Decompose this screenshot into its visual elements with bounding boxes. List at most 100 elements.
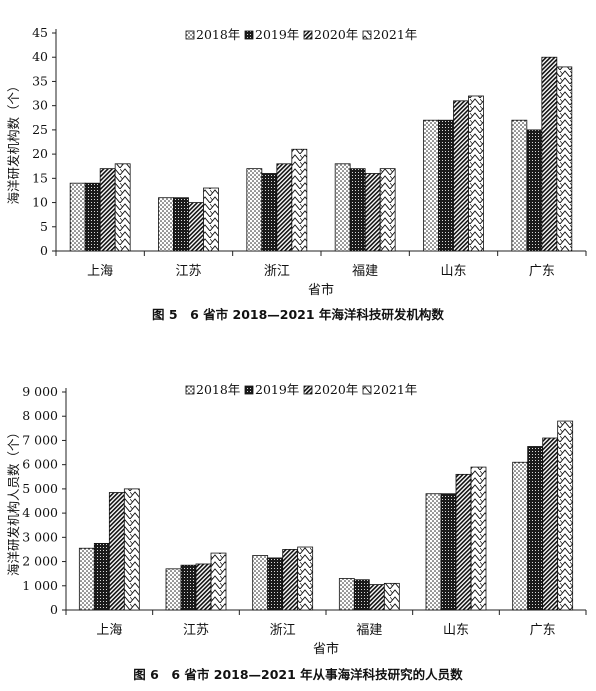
legend-swatch bbox=[185, 385, 195, 395]
x-axis-label: 省市 bbox=[308, 282, 334, 298]
bar bbox=[338, 578, 355, 611]
y-tick-label: 8 000 bbox=[22, 408, 58, 423]
bar bbox=[99, 168, 116, 252]
y-tick-label: 25 bbox=[32, 122, 48, 137]
y-tick-label: 7 000 bbox=[22, 432, 58, 447]
bar bbox=[261, 173, 278, 252]
bar bbox=[423, 119, 439, 252]
bar bbox=[440, 493, 457, 611]
figure-6-caption: 图 6 6 省市 2018—2021 年从事海洋科技研究的人员数 bbox=[133, 667, 463, 682]
bar bbox=[541, 56, 558, 252]
bar bbox=[425, 493, 442, 611]
bar bbox=[557, 420, 574, 611]
bar bbox=[468, 95, 484, 252]
x-tick-label: 浙江 bbox=[270, 623, 296, 638]
legend-swatch bbox=[303, 385, 313, 395]
x-tick-label: 浙江 bbox=[264, 264, 290, 279]
bar bbox=[108, 492, 125, 611]
y-tick-label: 6 000 bbox=[22, 457, 58, 472]
bar bbox=[527, 446, 544, 611]
bar bbox=[470, 466, 487, 611]
bar bbox=[165, 568, 182, 611]
figure-5: 0 5 10 15 20 25 30 35 40 45 上海 江苏 浙江 福建 山东 广东 省市 海洋研发机构数（… bbox=[0, 0, 596, 340]
legend-swatch bbox=[244, 30, 254, 40]
bar bbox=[114, 163, 131, 252]
y-tick-label: 5 000 bbox=[22, 481, 58, 496]
y-axis-label: 海洋研发机构人员数（个） bbox=[6, 426, 21, 576]
bar bbox=[379, 168, 396, 252]
y-tick-label: 45 bbox=[32, 25, 48, 40]
y-tick-label: 0 bbox=[50, 602, 58, 617]
x-tick-label: 山东 bbox=[443, 623, 469, 638]
bar bbox=[511, 119, 528, 252]
x-tick-label: 山东 bbox=[440, 264, 466, 279]
bar bbox=[438, 119, 454, 252]
bar bbox=[173, 197, 189, 252]
x-tick-label: 福建 bbox=[356, 623, 382, 638]
legend-label: 2020年 bbox=[314, 382, 358, 397]
bar bbox=[368, 584, 385, 611]
x-tick-label: 上海 bbox=[87, 264, 113, 279]
bar bbox=[542, 437, 559, 611]
chart-6-svg: 0 1 000 2 000 3 000 4 000 5 000 6 000 7 000 8 00… bbox=[6, 382, 587, 657]
x-tick-label: 江苏 bbox=[183, 622, 209, 638]
bar bbox=[267, 557, 284, 611]
y-tick-label: 35 bbox=[32, 73, 48, 88]
legend: 2018年 2019年 2020年 2021年 bbox=[185, 382, 417, 397]
bar bbox=[203, 187, 219, 252]
bar bbox=[512, 461, 529, 611]
bar bbox=[180, 564, 197, 611]
bar bbox=[364, 173, 381, 252]
bar bbox=[282, 549, 299, 611]
y-tick-label: 3 000 bbox=[22, 529, 58, 544]
y-tick-label: 5 bbox=[40, 219, 48, 234]
x-tick-label: 福建 bbox=[352, 264, 378, 279]
bar bbox=[276, 163, 293, 252]
bar bbox=[526, 129, 543, 252]
legend-label: 2021年 bbox=[373, 382, 417, 397]
y-tick-label: 9 000 bbox=[22, 384, 58, 399]
y-tick-label: 10 bbox=[32, 195, 48, 210]
x-tick-label: 广东 bbox=[530, 623, 556, 638]
legend-swatch bbox=[303, 30, 313, 40]
y-tick-label: 1 000 bbox=[22, 578, 58, 593]
bar bbox=[291, 148, 308, 252]
legend-swatch bbox=[362, 30, 372, 40]
x-tick-label: 江苏 bbox=[175, 263, 201, 279]
bar bbox=[383, 582, 400, 611]
legend-label: 2019年 bbox=[255, 27, 299, 42]
bar bbox=[252, 555, 269, 611]
y-tick-label: 0 bbox=[40, 243, 48, 258]
legend-label: 2020年 bbox=[314, 27, 358, 42]
bar bbox=[246, 168, 263, 252]
bar bbox=[334, 163, 351, 252]
figure-5-caption: 图 5 6 省市 2018—2021 年海洋科技研发机构数 bbox=[152, 307, 444, 322]
bar bbox=[158, 197, 174, 252]
bar bbox=[69, 182, 86, 252]
bar bbox=[349, 168, 366, 252]
bar bbox=[188, 202, 204, 252]
bar bbox=[455, 473, 472, 611]
legend-swatch bbox=[185, 30, 195, 40]
bar bbox=[453, 100, 469, 252]
bar bbox=[195, 563, 212, 611]
legend-label: 2019年 bbox=[255, 382, 299, 397]
legend-label: 2021年 bbox=[373, 27, 417, 42]
y-tick-label: 30 bbox=[32, 98, 48, 113]
y-tick-label: 2 000 bbox=[22, 554, 58, 569]
bar bbox=[123, 488, 140, 611]
y-tick-label: 4 000 bbox=[22, 505, 58, 520]
bar bbox=[84, 182, 101, 252]
x-tick-label: 广东 bbox=[529, 264, 555, 279]
legend-label: 2018年 bbox=[196, 27, 240, 42]
legend-label: 2018年 bbox=[196, 382, 240, 397]
bar bbox=[93, 542, 110, 611]
legend: 2018年 2019年 2020年 2021年 bbox=[185, 27, 417, 42]
legend-swatch bbox=[362, 385, 372, 395]
legend-swatch bbox=[244, 385, 254, 395]
y-tick-label: 15 bbox=[32, 170, 48, 185]
bar bbox=[210, 552, 227, 611]
y-axis-label: 海洋研发机构数（个） bbox=[6, 79, 21, 204]
bar bbox=[297, 546, 314, 611]
